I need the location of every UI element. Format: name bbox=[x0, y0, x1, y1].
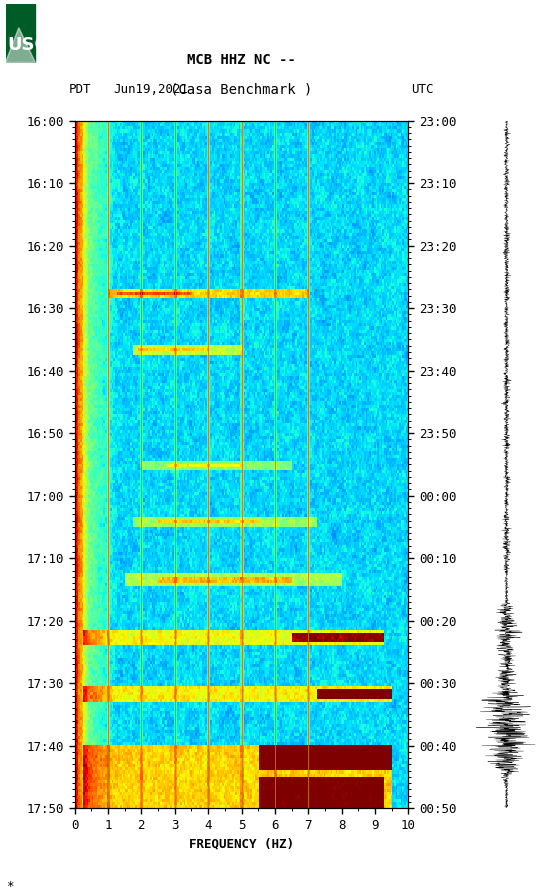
Text: Jun19,2021: Jun19,2021 bbox=[113, 83, 188, 96]
Text: (Casa Benchmark ): (Casa Benchmark ) bbox=[171, 82, 312, 96]
Text: UTC: UTC bbox=[411, 83, 434, 96]
X-axis label: FREQUENCY (HZ): FREQUENCY (HZ) bbox=[189, 837, 294, 850]
Polygon shape bbox=[6, 4, 35, 63]
Text: MCB HHZ NC --: MCB HHZ NC -- bbox=[187, 53, 296, 67]
Text: PDT: PDT bbox=[69, 83, 92, 96]
Polygon shape bbox=[6, 28, 35, 63]
Text: *: * bbox=[6, 880, 13, 893]
Text: USGS: USGS bbox=[8, 36, 63, 54]
